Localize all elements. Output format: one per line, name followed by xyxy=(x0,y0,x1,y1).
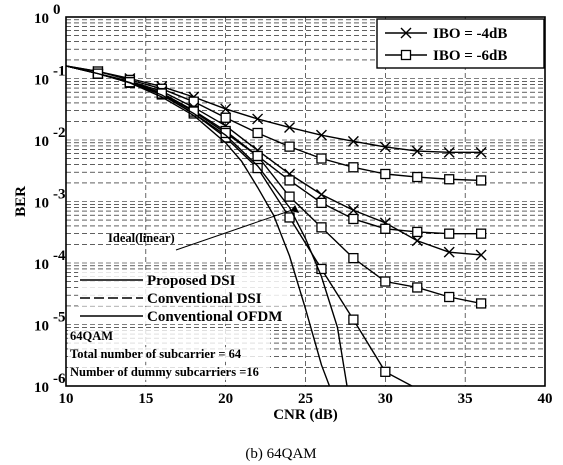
x-tick-label: 15 xyxy=(138,391,153,407)
x-marker xyxy=(379,141,391,153)
series-group xyxy=(66,65,487,386)
y-tick-exponent: -3 xyxy=(53,187,66,203)
y-tick-exponent: -5 xyxy=(53,310,66,326)
x-tick-label: 10 xyxy=(59,391,74,407)
y-tick-label: 10 xyxy=(34,134,49,150)
y-tick-label: 10 xyxy=(34,319,49,335)
series-line xyxy=(66,65,348,386)
figure-caption: (b) 64QAM xyxy=(245,446,316,462)
plot-frame xyxy=(65,16,546,387)
square-marker xyxy=(284,141,295,152)
line-legend-bg xyxy=(78,271,288,288)
y-tick-exponent: -1 xyxy=(53,64,66,80)
square-marker xyxy=(380,276,391,287)
y-tick-exponent: -6 xyxy=(53,371,66,387)
square-marker xyxy=(252,127,263,139)
y-axis-title: BER xyxy=(13,186,29,217)
x-marker xyxy=(411,235,423,247)
x-marker xyxy=(400,27,412,39)
x-marker xyxy=(443,246,455,258)
y-tick-label: 10 xyxy=(34,196,49,212)
square-marker xyxy=(380,168,391,180)
square-marker xyxy=(444,174,455,185)
axis-ticks: 10 15 20 25 30 35 4010010-110-210-310-410-510-… xyxy=(34,2,553,407)
x-marker xyxy=(220,103,232,115)
note-text: Total number of subcarrier = 64 xyxy=(70,347,242,361)
x-marker xyxy=(475,146,487,158)
x-tick-label: 25 xyxy=(298,391,313,407)
square-marker xyxy=(400,49,412,61)
y-tick-label: 10 xyxy=(34,11,49,27)
x-tick-label: 40 xyxy=(538,391,553,407)
square-marker xyxy=(284,191,295,202)
note-bg xyxy=(68,329,270,344)
square-marker xyxy=(316,197,327,209)
marker-legend-label: IBO = -4dB xyxy=(433,26,507,42)
annotation-arrow-line xyxy=(175,208,296,251)
x-marker xyxy=(347,135,359,147)
square-marker xyxy=(252,150,263,162)
y-tick-label: 10 xyxy=(34,257,49,273)
square-marker xyxy=(348,252,359,264)
square-marker xyxy=(444,228,455,239)
square-marker xyxy=(444,291,455,303)
square-marker xyxy=(475,228,487,239)
y-tick-exponent: -2 xyxy=(53,125,66,141)
x-marker xyxy=(284,121,296,133)
x-tick-label: 30 xyxy=(378,391,393,407)
square-marker xyxy=(316,153,327,164)
square-marker xyxy=(316,263,327,275)
x-marker xyxy=(315,129,327,141)
x-tick-label: 20 xyxy=(218,391,233,407)
line-legend-label: Proposed DSI xyxy=(147,273,236,289)
square-marker xyxy=(348,314,359,325)
square-marker xyxy=(380,223,391,234)
square-marker xyxy=(348,213,359,225)
x-marker xyxy=(347,204,359,216)
legend-group: IBO = -4dB IBO = -6dB Proposed DSI Conventi… xyxy=(68,18,545,380)
note-bg xyxy=(68,347,270,362)
line-legend-bg xyxy=(78,307,288,324)
y-tick-label: 10 xyxy=(34,380,49,396)
square-marker xyxy=(412,282,423,293)
series-line xyxy=(66,65,482,256)
note-text: 64QAM xyxy=(70,329,113,343)
square-marker xyxy=(412,226,423,238)
square-marker xyxy=(412,171,423,183)
line-legend-label: Conventional OFDM xyxy=(147,309,282,325)
square-marker xyxy=(284,175,295,186)
grid-lines xyxy=(66,17,545,386)
x-marker xyxy=(475,249,487,261)
marker-legend-label: IBO = -6dB xyxy=(433,48,507,64)
x-marker xyxy=(252,113,264,125)
series-8 xyxy=(66,65,348,386)
x-marker xyxy=(443,146,455,158)
annotation-group: Ideal(linear) xyxy=(108,205,300,251)
x-axis-title: CNR (dB) xyxy=(273,407,338,423)
y-tick-exponent: -4 xyxy=(53,248,66,264)
square-marker xyxy=(220,112,231,123)
square-marker xyxy=(475,298,487,309)
x-marker xyxy=(411,145,423,157)
line-legend-bg xyxy=(78,289,288,306)
square-marker xyxy=(348,162,359,173)
series-line xyxy=(66,65,482,182)
note-text: Number of dummy subcarriers =16 xyxy=(70,365,259,379)
note-bg xyxy=(68,365,270,380)
square-marker xyxy=(316,222,327,233)
y-tick-exponent: 0 xyxy=(53,2,61,18)
square-marker xyxy=(220,127,231,139)
square-marker xyxy=(380,366,391,377)
annotation-label: Ideal(linear) xyxy=(108,231,175,245)
x-tick-label: 35 xyxy=(458,391,473,407)
annotation-arrow-head xyxy=(290,205,300,214)
series-line xyxy=(66,65,482,154)
line-legend-label: Conventional DSI xyxy=(147,291,262,307)
square-marker xyxy=(475,175,487,186)
square-marker xyxy=(252,162,263,174)
y-tick-label: 10 xyxy=(34,73,49,89)
